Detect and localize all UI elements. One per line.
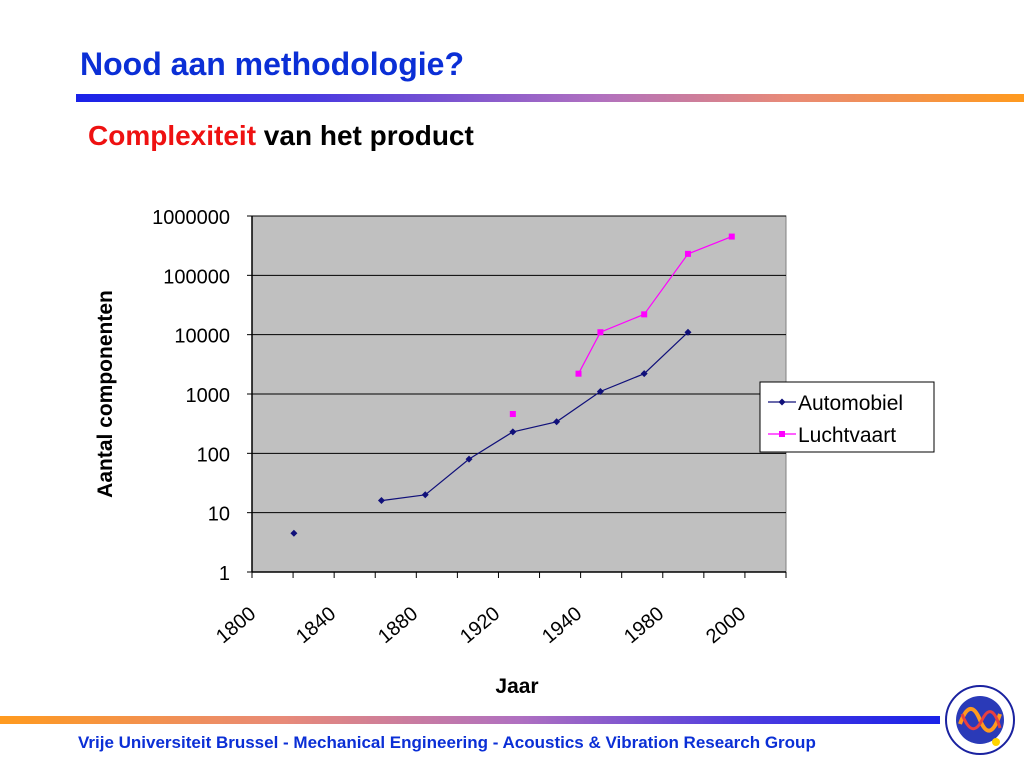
y-tick-label: 100000 xyxy=(163,266,230,288)
data-point xyxy=(509,428,517,436)
title-divider xyxy=(76,94,1024,102)
y-tick-label: 100 xyxy=(197,444,230,466)
data-point xyxy=(377,497,385,505)
data-point xyxy=(684,250,691,257)
data-point xyxy=(640,370,648,378)
legend-marker xyxy=(778,398,786,406)
series-line-automobiel xyxy=(381,331,689,502)
x-tick-label: 1980 xyxy=(620,603,668,648)
research-group-logo xyxy=(945,685,1015,755)
slide-subtitle: Complexiteit van het product xyxy=(88,120,474,152)
y-tick-label: 1000 xyxy=(186,385,231,407)
data-point xyxy=(596,388,604,396)
data-point xyxy=(684,328,692,336)
data-point xyxy=(509,411,516,418)
slide-title: Nood aan methodologie? xyxy=(80,46,464,82)
x-tick-label: 2000 xyxy=(702,603,750,648)
x-tick-label: 1800 xyxy=(212,603,260,648)
y-tick-label: 10000 xyxy=(174,326,230,348)
data-point xyxy=(553,418,561,426)
y-tick-label: 1000000 xyxy=(152,207,230,229)
data-point xyxy=(641,311,648,318)
legend-label: Automobiel xyxy=(798,392,903,415)
x-tick-label: 1840 xyxy=(292,603,340,648)
legend-box xyxy=(759,381,935,453)
subtitle-rest: van het product xyxy=(256,120,474,151)
data-point xyxy=(290,529,298,537)
legend-label: Luchtvaart xyxy=(798,424,896,447)
data-point xyxy=(575,370,582,377)
subtitle-accent: Complexiteit xyxy=(88,120,257,151)
y-tick-label: 1 xyxy=(219,563,230,585)
data-point xyxy=(465,455,473,463)
data-point xyxy=(597,329,604,336)
data-point xyxy=(421,491,429,499)
x-tick-label: 1880 xyxy=(374,603,422,648)
legend-marker xyxy=(779,431,785,437)
y-tick-label: 10 xyxy=(208,504,230,526)
data-point xyxy=(728,233,735,240)
x-tick-label: 1920 xyxy=(456,603,504,648)
footer-text: Vrije Universiteit Brussel - Mechanical … xyxy=(78,733,816,752)
x-axis-title: Jaar xyxy=(495,675,538,698)
x-tick-label: 1940 xyxy=(538,603,586,648)
footer-divider xyxy=(0,716,940,724)
y-axis-title: Aantal componenten xyxy=(94,290,117,498)
chart-legend: Automobiel Luchtvaart xyxy=(759,381,935,453)
